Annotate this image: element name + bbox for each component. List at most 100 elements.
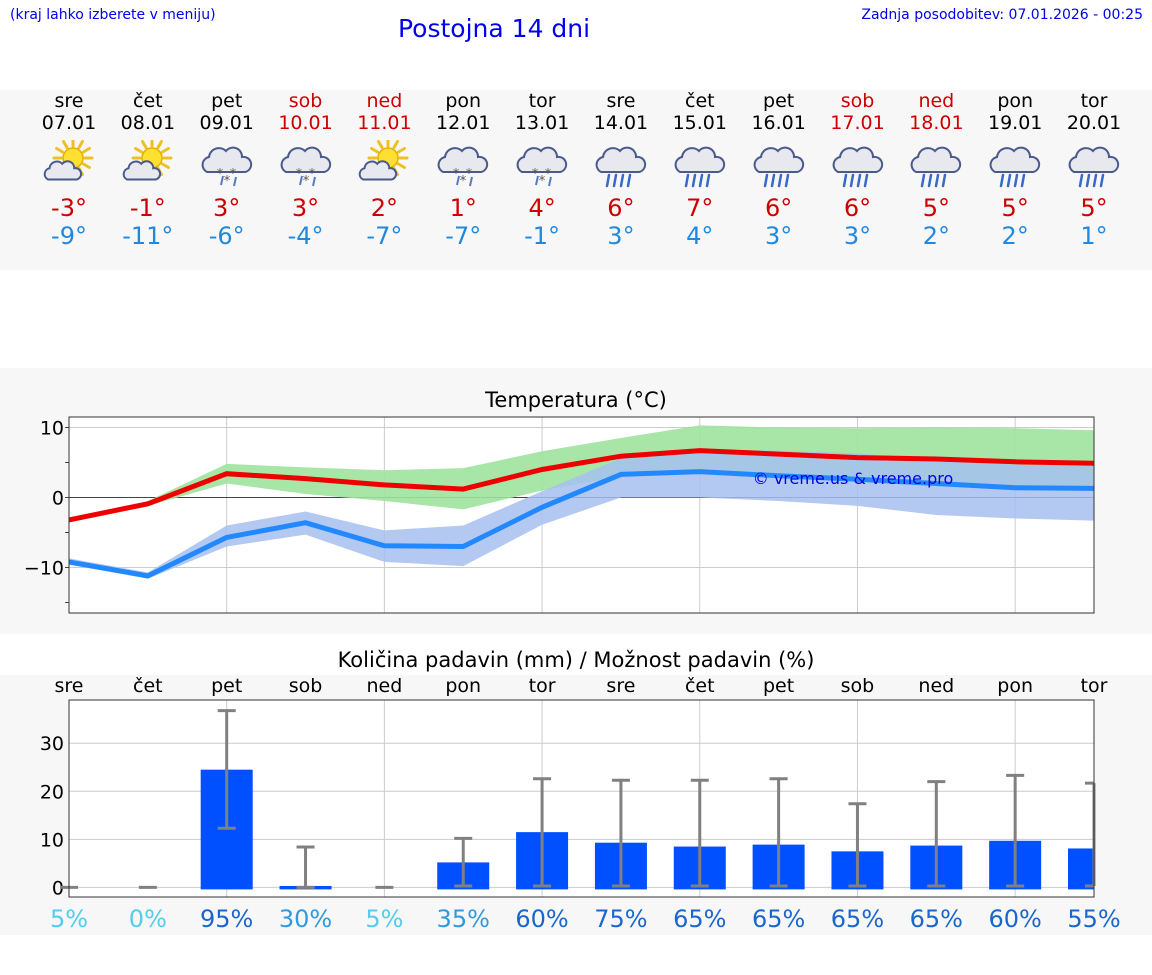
category-label: sre [606,675,635,697]
precip-probability: 5% [365,905,403,933]
precip-probability: 65% [910,905,963,933]
temp-max: 3° [213,194,241,222]
svg-text:*: * [229,167,236,182]
temp-max: 4° [528,194,556,222]
day-name: ned [366,90,403,112]
day-column: čet 15.01 7° 4° [660,90,740,250]
temp-min: -1° [524,222,561,250]
sun-cloud-icon [122,140,173,181]
day-date: 10.01 [278,112,333,134]
day-name: tor [1080,90,1108,112]
cloud-rain-icon [753,146,804,188]
svg-text:*: * [466,167,473,182]
precip-probability: 60% [515,905,568,933]
day-name: pon [445,90,482,112]
category-label: pet [211,675,242,697]
temp-min: -9° [51,222,87,250]
svg-text:*: * [223,174,230,189]
day-column: pet 16.01 6° 3° [739,90,819,250]
cloud-rain-icon [1068,146,1120,188]
category-label: pet [763,675,794,697]
cloud-snow-icon: * ** [201,146,252,189]
page-title: Postojna 14 dni [398,14,591,43]
temp-max: -1° [129,194,166,222]
temp-min: -6° [208,222,245,250]
day-column: pet 09.01 * * * 3° -6° [187,90,267,250]
category-label: pon [445,675,481,697]
day-date: 16.01 [751,112,806,134]
temp-max: 7° [686,194,714,222]
temp-min: 3° [607,222,635,250]
last-updated: Zadnja posodobitev: 07.01.2026 - 00:25 [861,7,1143,23]
category-label: sre [55,675,84,697]
svg-text:*: * [532,167,539,182]
day-column: sob 17.01 6° 3° [818,90,898,250]
forecast-band [0,90,1152,270]
day-date: 12.01 [436,112,491,134]
day-column: ned 11.01 2° -7° [344,90,424,250]
precip-probability: 60% [988,905,1041,933]
day-date: 19.01 [987,112,1043,134]
y-tick-label: −10 [24,558,64,580]
precip-probability: 65% [831,905,884,933]
cloud-rain-icon [989,146,1041,188]
temp-min: 3° [843,222,872,250]
temp-min: -7° [445,222,482,250]
precip-probability: 55% [1067,905,1120,933]
svg-text:*: * [302,174,309,189]
temp-max: 1° [449,194,477,222]
category-label: pon [997,675,1033,697]
temp-max: 5° [1080,194,1108,222]
day-name: sob [840,90,875,112]
day-name: čet [685,90,715,112]
series-line-tmin [68,469,1095,579]
temp-min: 1° [1080,222,1108,250]
svg-text:*: * [295,167,302,182]
series-line-tmax [68,448,1095,523]
day-column: pon 19.01 5° 2° [975,90,1055,250]
precip-probability: 65% [673,905,726,933]
temp-max: 5° [1001,194,1029,222]
precip-probability: 75% [594,905,647,933]
day-date: 13.01 [514,112,570,134]
precip-probability: 5% [50,905,88,933]
category-label: čet [685,675,715,697]
day-column: sre 07.01 -3° -9° [29,90,109,250]
day-name: ned [918,90,955,112]
y-tick-label: 30 [40,733,64,755]
day-date: 14.01 [593,112,649,134]
svg-text:*: * [308,167,315,182]
y-tick-label: 0 [52,877,64,899]
cloud-rain-icon [910,146,962,188]
cloud-rain-icon [595,146,647,188]
temperature-chart-title: Temperatura (°C) [485,388,667,412]
day-column: sob 10.01 * * * 3° -4° [266,90,346,250]
precip-chart-title: Količina padavin (mm) / Možnost padavin … [337,648,815,672]
temp-min: 4° [686,222,714,250]
plot-frame [68,416,1095,614]
cloud-snow-icon: * ** [516,146,568,189]
day-column: ned 18.01 5° 2° [896,90,976,250]
svg-text:*: * [460,174,467,189]
cloud-snow-icon: * ** [437,146,489,189]
day-column: tor 20.01 5° 1° [1054,90,1134,250]
watermark: © vreme.us & vreme.pro [753,469,954,488]
cloud-snow-icon: * ** [280,146,331,189]
temp-max: 6° [843,194,872,222]
temp-min: 2° [1001,222,1029,250]
svg-text:*: * [539,174,546,189]
day-name: pon [997,90,1034,112]
range-band-tmin [69,450,1094,579]
day-name: čet [133,90,163,112]
temp-max: 6° [765,194,793,222]
precip-probability: 35% [437,905,490,933]
category-label: tor [1081,675,1108,697]
day-date: 11.01 [357,112,412,134]
precip-probability: 65% [752,905,805,933]
day-date: 17.01 [830,112,885,134]
day-date: 09.01 [199,112,254,134]
y-tick-label: 20 [40,781,64,803]
cloud-rain-icon [674,146,725,188]
location-hint: (kraj lahko izberete v meniju) [10,7,216,23]
temp-max: 3° [291,194,320,222]
